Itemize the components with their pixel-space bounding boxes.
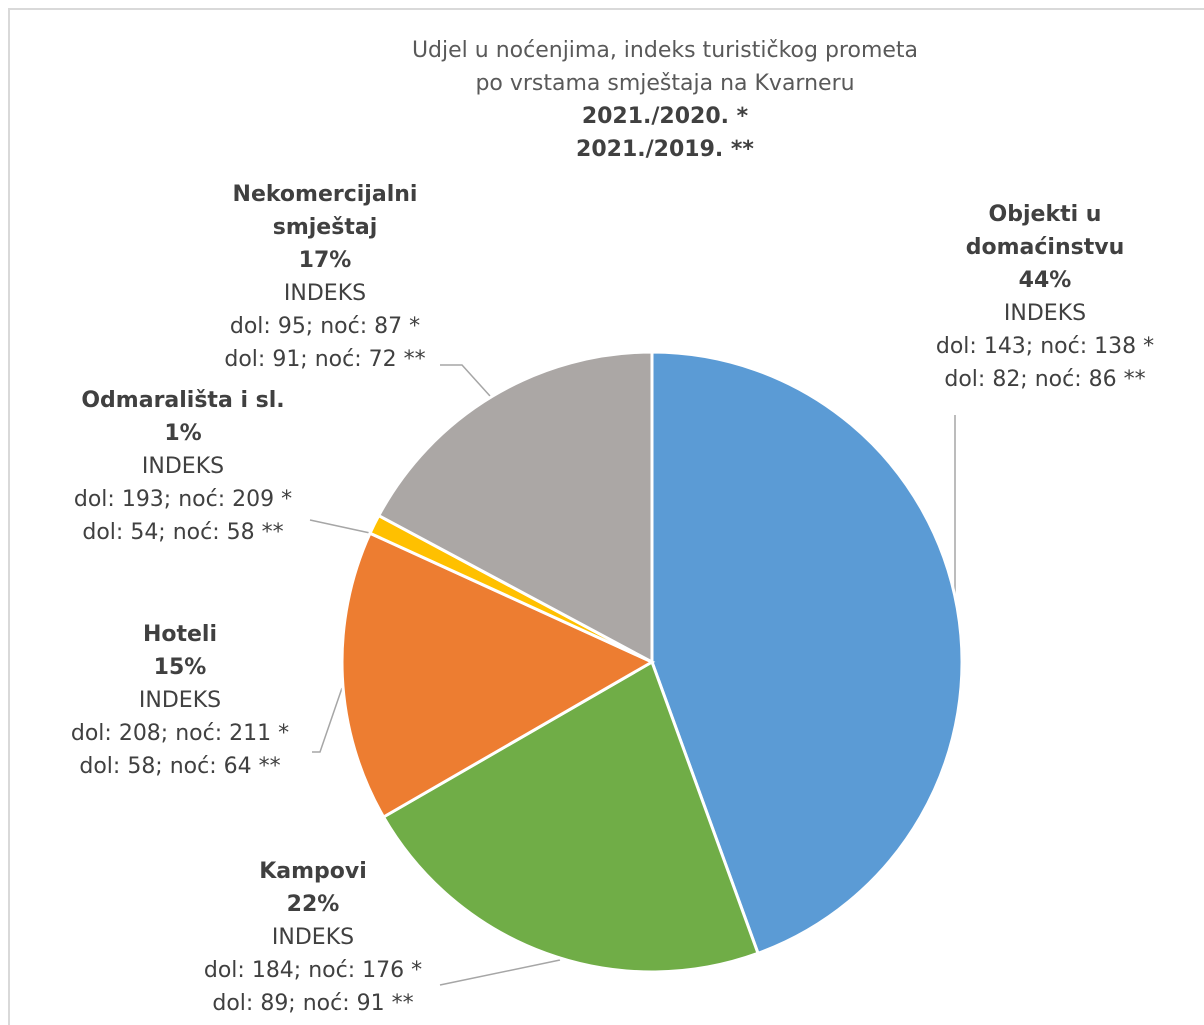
index-annotation: dol: 82; noć: 86 ** xyxy=(944,367,1146,392)
data-label: Hoteli 15% INDEKS dol: 208; noć: 211 * dol: … xyxy=(0,618,390,783)
index-label: INDEKS xyxy=(141,454,225,479)
category-label: Objekti u domaćinstvu xyxy=(965,202,1125,260)
title-line: po vrstama smještaja na Kvarneru xyxy=(475,71,855,96)
data-label: Odmarališta i sl. 1% INDEKS dol: 193; noć: … xyxy=(0,384,393,549)
pie-slice xyxy=(376,350,654,665)
category-label: Nekomercijalni smještaj xyxy=(232,182,418,240)
category-label: Odmarališta i sl. xyxy=(81,388,285,413)
subtitle-line: 2021./2019. ** xyxy=(576,137,754,162)
index-label: INDEKS xyxy=(271,925,355,950)
value-label: 44% xyxy=(1018,268,1072,293)
index-annotation: dol: 193; noć: 209 * xyxy=(73,487,293,512)
value-label: 15% xyxy=(153,655,207,680)
subtitle-line: 2021./2020. * xyxy=(581,104,749,129)
index-annotation: dol: 91; noć: 72 ** xyxy=(224,347,426,372)
index-annotation: dol: 54; noć: 58 ** xyxy=(82,520,284,545)
index-label: INDEKS xyxy=(138,688,222,713)
value-label: 22% xyxy=(286,892,340,917)
value-label: 17% xyxy=(298,248,352,273)
category-label: Kampovi xyxy=(259,859,367,884)
index-label: INDEKS xyxy=(283,281,367,306)
index-annotation: dol: 58; noć: 64 ** xyxy=(79,754,281,779)
pie-slice xyxy=(381,659,760,974)
leader-line xyxy=(439,959,561,986)
leader-line xyxy=(440,364,491,397)
title-line: Udjel u noćenjima, indeks turističkog pr… xyxy=(411,38,919,63)
data-label: Nekomercijalni smještaj 17% INDEKS dol: 95;… xyxy=(115,178,535,376)
index-annotation: dol: 143; noć: 138 * xyxy=(935,334,1155,359)
index-annotation: dol: 184; noć: 176 * xyxy=(203,958,423,983)
index-label: INDEKS xyxy=(1003,301,1087,326)
index-annotation: dol: 95; noć: 87 * xyxy=(229,314,421,339)
leader-line xyxy=(309,519,371,534)
frame xyxy=(8,8,1204,1025)
leader-line xyxy=(312,687,343,753)
pie-slice xyxy=(650,350,964,956)
leader-lines xyxy=(309,364,956,986)
index-annotation: dol: 208; noć: 211 * xyxy=(70,721,290,746)
category-label: Hoteli xyxy=(142,622,218,647)
data-label: Objekti u domaćinstvu 44% INDEKS dol: 143; … xyxy=(835,198,1204,396)
pie-slice xyxy=(340,531,656,820)
value-label: 1% xyxy=(164,421,202,446)
data-label: Kampovi 22% INDEKS dol: 184; noć: 176 * dol:… xyxy=(103,855,523,1020)
index-annotation: dol: 89; noć: 91 ** xyxy=(212,991,414,1016)
